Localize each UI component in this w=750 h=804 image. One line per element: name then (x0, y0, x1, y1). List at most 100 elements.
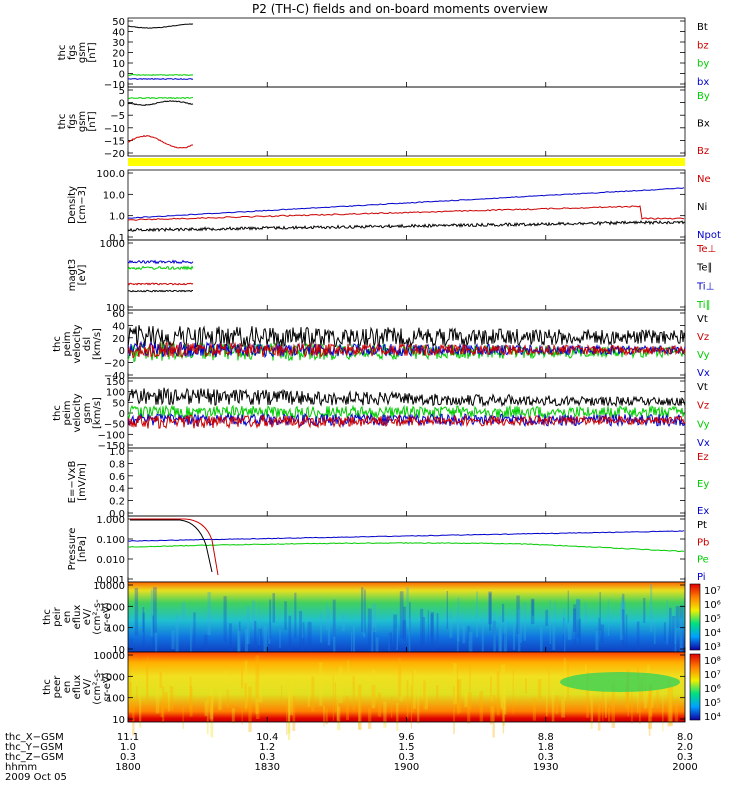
spectrogram-streak (668, 677, 672, 726)
y-axis-label: sr-eV) (102, 672, 113, 701)
spectrogram-streak (671, 685, 673, 726)
x-axis-tick-label: 8.0 (677, 732, 693, 743)
spectrogram-streak (342, 613, 345, 631)
spectrogram-streak (189, 686, 193, 717)
y-tick-label: 100 (106, 624, 125, 635)
spectrogram-streak (457, 679, 462, 713)
spectrogram-streak (563, 617, 565, 649)
y-tick-label: −150 (98, 441, 125, 452)
spectrogram-streak (204, 701, 208, 717)
y-tick-label: 60 (112, 309, 125, 320)
y-tick-label: 1000 (100, 672, 125, 683)
spectrogram-streak (263, 625, 268, 656)
spectrogram-streak (479, 702, 484, 722)
spectrogram-streak (493, 612, 496, 659)
spectrogram-streak (400, 678, 404, 702)
x-axis-tick-label: 1.5 (399, 742, 415, 753)
spectrogram-feature (560, 672, 680, 692)
y-tick-label: 0.6 (109, 472, 125, 483)
spectrogram-streak (567, 590, 569, 624)
spectrogram-streak (456, 666, 459, 708)
spectrogram-streak (512, 669, 514, 714)
spectrogram-streak (496, 671, 500, 716)
spectrogram-streak (549, 599, 551, 644)
spectrogram-streak (552, 625, 556, 651)
y-tick-label: 10 (112, 59, 125, 70)
y-tick-label: 1.000 (96, 515, 125, 526)
spectrogram-streak (537, 679, 542, 700)
spectrogram-streak (457, 597, 460, 642)
y-axis-label: fgs (67, 114, 78, 129)
spectrogram-streak (561, 699, 565, 718)
spectrogram-streak (674, 618, 677, 660)
spectrogram-streak (327, 608, 331, 646)
spectrogram-streak (608, 707, 611, 723)
spectrogram-streak (650, 690, 654, 708)
legend-entry: Vt (697, 382, 708, 393)
spectrogram-streak (281, 685, 283, 705)
colorbar-tick-label: 10⁸ (704, 656, 721, 667)
legend-entry: Vz (697, 332, 709, 343)
legend-entry: bx (697, 77, 709, 88)
y-axis-label: [nT] (87, 111, 98, 131)
spectrogram-streak (189, 676, 192, 710)
y-tick-label: −40 (104, 371, 125, 382)
spectrogram-streak (573, 604, 577, 647)
spectrogram-streak (427, 610, 429, 655)
spectrogram-streak (256, 701, 260, 719)
spectrogram-streak (288, 692, 291, 741)
x-axis-tick-label: 0.3 (120, 752, 136, 763)
y-tick-label: 10.0 (103, 190, 125, 201)
spectrogram-streak (377, 692, 381, 717)
y-axis-label: peim (62, 400, 73, 425)
y-axis-label: [cm−3] (77, 186, 88, 224)
spectrogram-streak (307, 691, 310, 707)
series-Te-perp (127, 282, 194, 286)
colorbar-tick-label: 10⁶ (704, 600, 721, 611)
y-axis-label: Density (67, 186, 78, 224)
spectrogram-streak (218, 689, 222, 710)
y-tick-label: −50 (104, 420, 125, 431)
spectrogram-streak (625, 683, 629, 709)
colorbar-tick-label: 10⁷ (704, 586, 721, 597)
spectrogram-streak (152, 615, 154, 665)
series-Ni (127, 220, 686, 233)
spectrogram-streak (164, 692, 168, 710)
panel-fgs-gsm-tp: 5 0−5 −10−15 −20 thc fgs gsm [nT] By Bx Bz (57, 86, 710, 160)
panel-frame (127, 17, 686, 88)
spectrogram-streak (181, 602, 186, 621)
spectrogram-streak (636, 621, 640, 665)
spectrogram-streak (292, 696, 296, 731)
spectrogram-streak (578, 618, 581, 648)
spectrogram-streak (674, 607, 676, 645)
spectrogram-streak (383, 701, 387, 728)
series-Pi (127, 530, 685, 542)
spectrogram-streak (190, 622, 192, 653)
spectrogram-streak (323, 705, 325, 727)
y-tick-label: 10000 (93, 651, 125, 662)
spectrogram-streak (367, 608, 372, 652)
y-axis-label: eV/ (82, 608, 93, 625)
series-Ne (127, 205, 685, 221)
spectrogram-streak (623, 619, 625, 658)
spectrogram-streak (523, 602, 527, 641)
y-axis-label: thc (57, 45, 68, 61)
spectrogram-streak (193, 612, 196, 647)
spectrogram-streak (662, 684, 664, 732)
spectrogram-streak (409, 602, 411, 651)
spectrogram-streak (639, 681, 641, 724)
legend-entry: Bz (697, 146, 709, 157)
spectrogram-streak (136, 686, 138, 707)
peer-spec-colorbar (689, 653, 701, 721)
spectrogram-streak (406, 587, 409, 627)
spectrogram-streak (476, 591, 478, 638)
series-Vz (127, 413, 686, 430)
y-tick-label: −15 (104, 136, 125, 147)
spectrogram-streak (590, 683, 593, 729)
spectrogram-streak (467, 692, 472, 709)
spectrogram-streak (302, 622, 305, 669)
spectrogram-streak (129, 663, 131, 697)
x-axis-tick-label: 0.3 (538, 752, 554, 763)
y-axis-label: eV/ (82, 678, 93, 695)
spectrogram-streak (134, 587, 139, 636)
